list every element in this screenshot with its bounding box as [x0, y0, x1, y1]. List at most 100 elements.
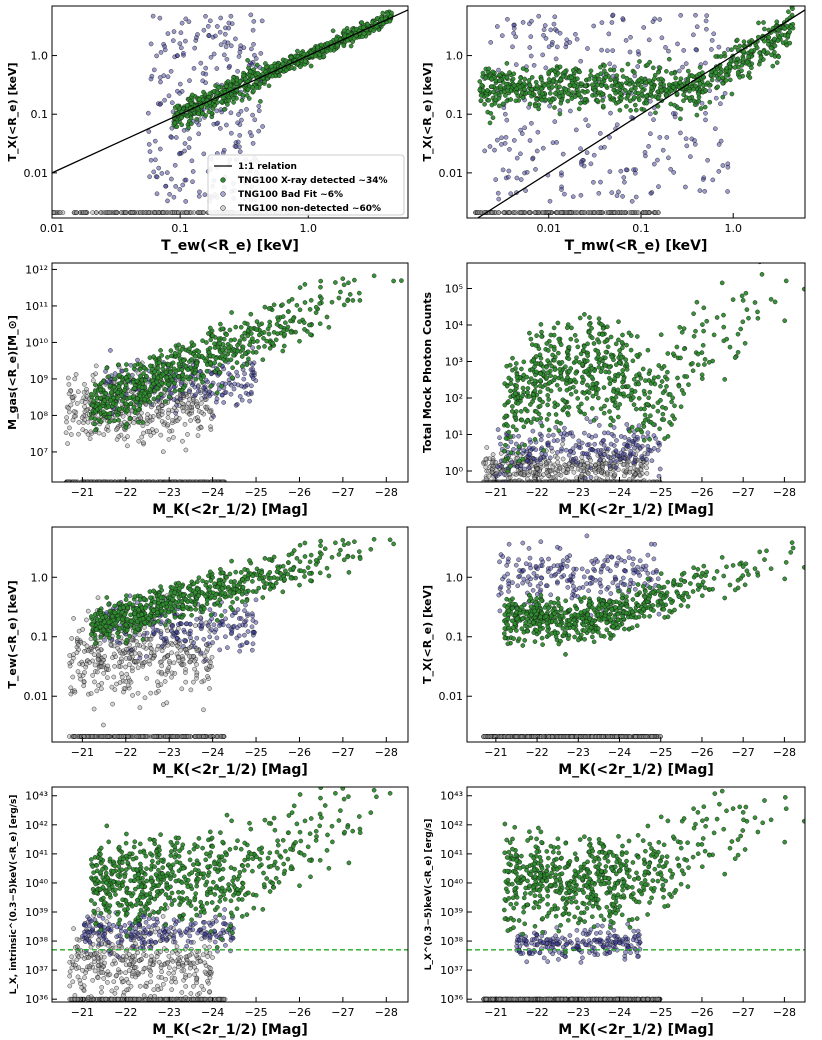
detected-point	[301, 51, 307, 57]
detected-point	[134, 396, 140, 402]
y-tick-label: 0.1	[446, 108, 464, 121]
bad-fit-point	[582, 430, 587, 436]
non-detected-point	[644, 465, 649, 471]
bad-fit-point	[649, 190, 655, 195]
non-detected-point	[490, 456, 496, 462]
detected-point	[567, 83, 573, 88]
bad-fit-point	[657, 466, 663, 472]
non-detected-point	[207, 409, 212, 414]
detected-point	[491, 89, 496, 95]
detected-point	[324, 314, 330, 320]
non-detected-point	[525, 476, 530, 482]
non-detected-point	[74, 210, 79, 215]
detected-point	[273, 337, 279, 343]
detected-point	[568, 391, 574, 397]
detected-point	[130, 394, 136, 399]
bad-fit-point	[722, 90, 728, 96]
bad-fit-point	[235, 373, 240, 379]
detected-point	[754, 45, 760, 51]
detected-point	[242, 76, 248, 82]
bad-fit-point	[167, 191, 172, 197]
detected-point	[282, 332, 288, 337]
bad-fit-point	[564, 432, 570, 437]
detected-point	[599, 83, 604, 89]
x-tick-label: −24	[201, 486, 224, 499]
x-tick-label: 0.01	[40, 222, 65, 235]
x-axis-label: T_ew(<R_e) [keV]	[161, 238, 299, 254]
detected-point	[784, 42, 790, 48]
bad-fit-point	[196, 131, 202, 137]
detected-point	[655, 95, 661, 101]
detected-point	[116, 372, 122, 378]
bad-fit-point	[627, 454, 632, 459]
bad-fit-point	[197, 189, 202, 195]
detected-point	[141, 365, 147, 371]
bad-fit-point	[712, 126, 718, 132]
detected-point	[631, 95, 637, 100]
non-detected-point	[159, 408, 165, 414]
non-detected-point	[483, 464, 489, 470]
non-detected-point	[619, 480, 624, 482]
bad-fit-point	[228, 110, 234, 116]
detected-point	[702, 362, 707, 367]
detected-point	[766, 42, 771, 47]
bad-fit-point	[607, 169, 613, 174]
detected-point	[694, 299, 700, 305]
y-tick-label: 10⁷	[30, 446, 48, 459]
detected-point	[786, 9, 791, 15]
detected-point	[628, 87, 634, 93]
detected-point	[256, 322, 262, 328]
detected-point	[359, 20, 365, 25]
non-detected-point	[165, 422, 171, 428]
bad-fit-point	[226, 371, 231, 376]
detected-point	[723, 78, 729, 83]
detected-point	[172, 380, 177, 386]
detected-point	[124, 408, 130, 414]
bad-fit-point	[157, 102, 163, 107]
detected-point	[572, 94, 578, 99]
detected-point	[460, 249, 464, 253]
bad-fit-point	[563, 447, 569, 453]
bad-fit-point	[191, 66, 197, 71]
non-detected-point	[105, 424, 110, 429]
detected-point	[387, 18, 393, 24]
bad-fit-point	[226, 20, 232, 26]
detected-point	[681, 92, 686, 98]
bad-fit-point	[182, 141, 188, 146]
detected-point	[611, 97, 617, 103]
bad-fit-point	[496, 196, 502, 202]
bad-fit-point	[528, 53, 534, 59]
detected-point	[107, 411, 113, 416]
detected-point	[148, 363, 153, 369]
bad-fit-point	[235, 139, 241, 145]
bad-fit-point	[713, 95, 719, 101]
detected-point	[636, 77, 642, 83]
non-detected-point	[145, 412, 150, 417]
detected-point	[674, 344, 680, 350]
detected-point	[346, 280, 351, 286]
bad-fit-point	[146, 142, 152, 147]
detected-point	[340, 276, 346, 282]
detected-point	[168, 348, 174, 353]
bad-fit-point	[579, 161, 584, 167]
detected-point	[139, 385, 145, 390]
detected-point	[505, 84, 511, 90]
non-detected-point	[156, 210, 161, 215]
x-axis-label: M_K(<2r_1/2) [Mag]	[152, 502, 308, 518]
bad-fit-point	[494, 24, 500, 29]
detected-point	[756, 61, 762, 67]
bad-fit-point	[529, 18, 534, 24]
scatter-points	[63, 249, 464, 482]
y-tick-label: 0.01	[24, 167, 49, 180]
detected-point	[697, 65, 703, 70]
x-tick-label: −22	[114, 486, 137, 499]
bad-fit-point	[505, 16, 510, 22]
detected-point	[162, 399, 168, 404]
detected-point	[563, 364, 568, 370]
bad-fit-point	[196, 122, 202, 128]
detected-point	[496, 95, 502, 101]
detected-point	[258, 99, 263, 104]
detected-point	[261, 335, 266, 341]
bad-fit-point	[506, 168, 512, 174]
detected-point	[200, 338, 205, 344]
